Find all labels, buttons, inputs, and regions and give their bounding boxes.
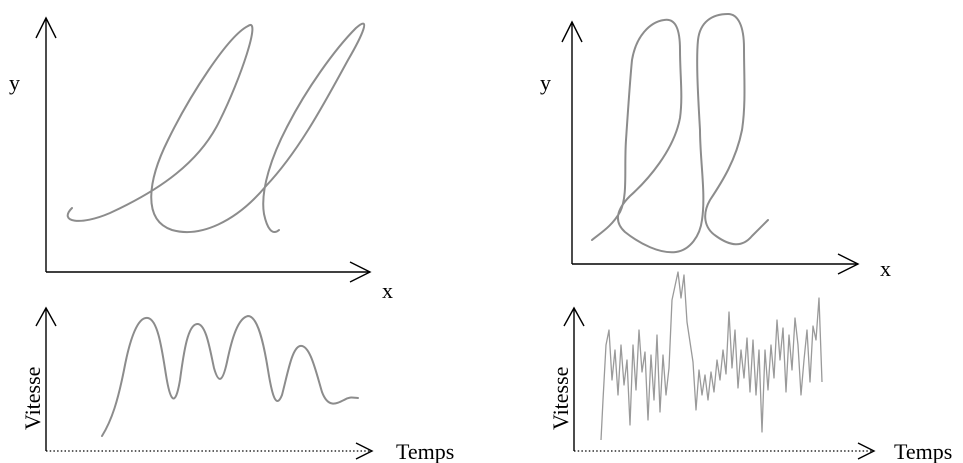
- left-speed-axis-label: Vitesse: [20, 367, 45, 430]
- right-x-axis-label: x: [880, 256, 891, 281]
- right-x-axis-arrowhead: [837, 253, 860, 275]
- right-speed-plot: Vitesse Temps: [548, 271, 952, 463]
- left-x-axis-label: x: [382, 278, 393, 303]
- right-handwriting-trace: [591, 13, 769, 254]
- left-y-axis-label: y: [9, 70, 20, 95]
- left-time-axis-arrowhead: [355, 442, 374, 460]
- left-speed-axis-arrowhead: [35, 306, 57, 327]
- right-time-axis-label: Temps: [894, 439, 952, 463]
- right-speed-axis-arrowhead: [563, 306, 585, 327]
- left-y-axis-arrowhead: [35, 16, 57, 39]
- left-speed-plot: Vitesse Temps: [20, 306, 454, 463]
- right-y-axis-label: y: [540, 70, 551, 95]
- right-speed-axis-label: Vitesse: [548, 367, 573, 430]
- left-time-axis-label: Temps: [396, 439, 454, 463]
- left-handwriting-trace: [66, 22, 366, 234]
- right-time-axis-arrowhead: [857, 442, 876, 460]
- right-trajectory-plot: y x: [540, 13, 891, 281]
- left-trajectory-plot: y x: [9, 16, 393, 303]
- left-speed-curve: [101, 315, 359, 437]
- right-y-axis-arrowhead: [561, 20, 583, 43]
- right-speed-curve: [600, 271, 823, 441]
- left-x-axis-arrowhead: [349, 261, 372, 283]
